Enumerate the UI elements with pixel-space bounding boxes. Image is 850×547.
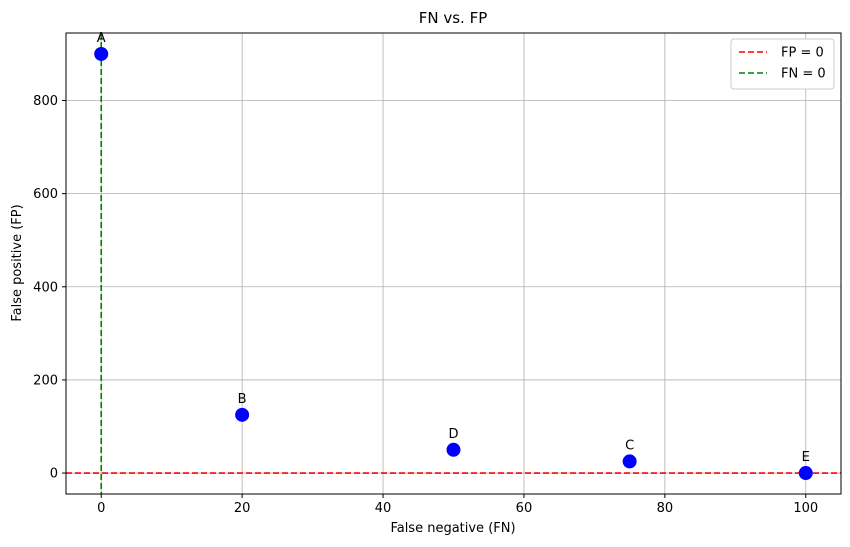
legend: FP = 0 FN = 0 (730, 38, 835, 90)
legend-entry: FP = 0 (781, 46, 824, 61)
point-label: A (97, 31, 106, 46)
data-point-a (94, 46, 109, 61)
point-label: E (802, 450, 810, 465)
x-tick-label: 40 (375, 501, 392, 516)
y-tick-label: 800 (33, 94, 58, 109)
data-point-e (798, 466, 813, 481)
data-point-c (622, 454, 637, 469)
legend-box (730, 38, 835, 90)
data-point-b (235, 407, 250, 422)
data-points: A B C D E (94, 31, 813, 481)
point-label: B (238, 392, 247, 407)
grid-lines (66, 33, 841, 494)
plot-frame (65, 32, 842, 495)
y-tick-label: 600 (33, 187, 58, 202)
x-tick-label: 100 (793, 501, 818, 516)
y-axis-title: False positive (FP) (10, 204, 25, 321)
data-point-d (446, 442, 461, 457)
point-label: C (625, 438, 634, 453)
x-tick-label: 20 (234, 501, 251, 516)
y-tick-label: 400 (33, 280, 58, 295)
x-axis-title: False negative (FN) (390, 521, 515, 536)
x-tick-label: 80 (657, 501, 674, 516)
y-axis-ticks: 0 200 400 600 800 (33, 94, 66, 482)
point-label: D (448, 427, 458, 442)
y-tick-label: 0 (50, 467, 58, 482)
x-axis-ticks: 0 20 40 60 80 100 (97, 494, 818, 516)
y-tick-label: 200 (33, 373, 58, 388)
chart-title: FN vs. FP (419, 9, 488, 27)
reference-lines (66, 33, 841, 494)
x-tick-label: 0 (97, 501, 105, 516)
legend-entry: FN = 0 (781, 67, 826, 82)
x-tick-label: 60 (516, 501, 533, 516)
